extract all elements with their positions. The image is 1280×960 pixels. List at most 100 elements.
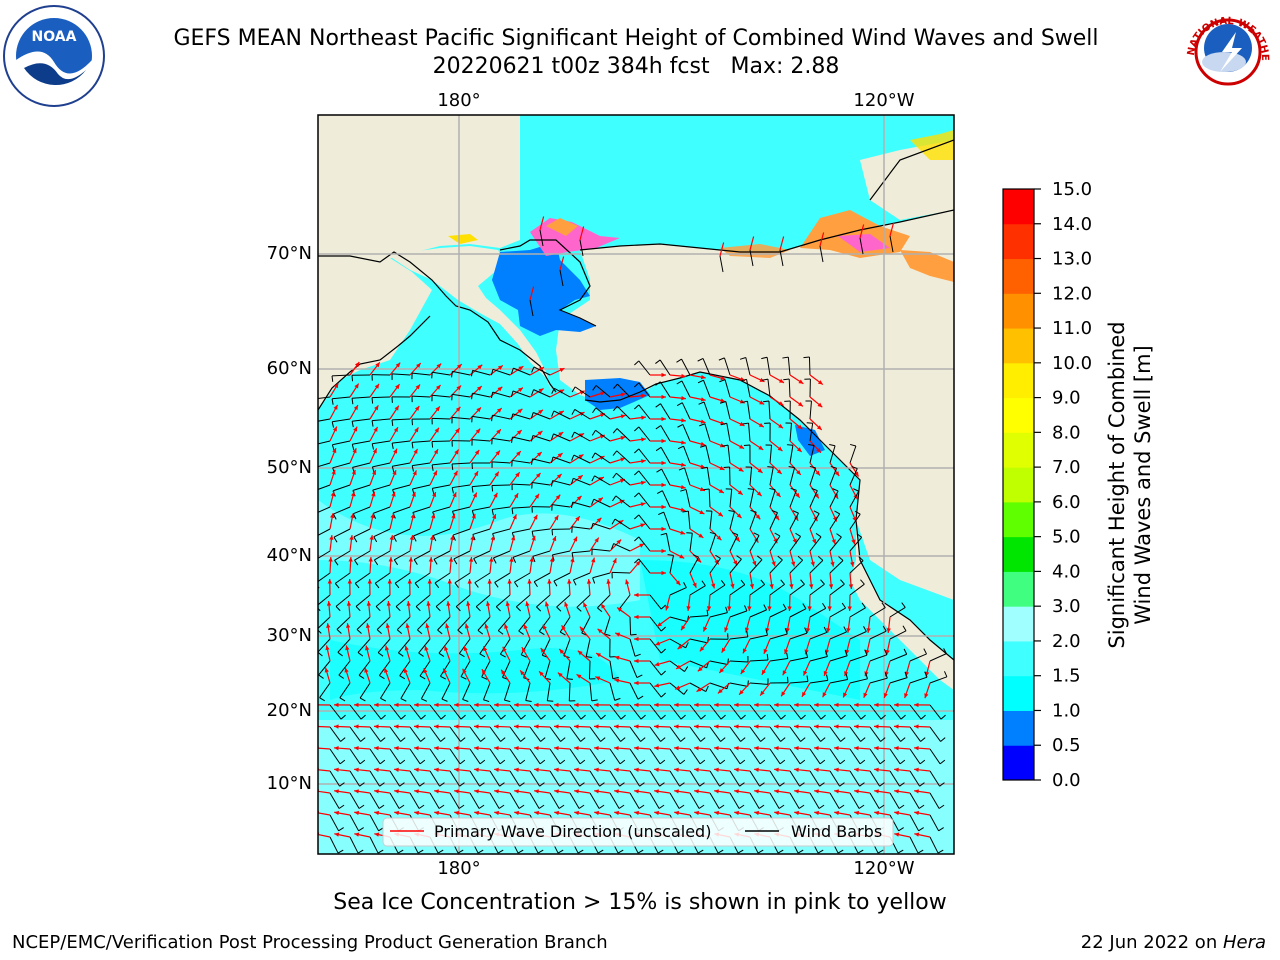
wind-barb-497 [329,770,341,787]
wind-barb-269 [556,594,571,608]
wind-barb-290 [437,616,451,631]
wave-arrowhead-221 [696,557,702,563]
wind-barb-65 [725,401,731,420]
wind-barb-flag-414 [540,714,546,720]
wind-barb-flag-595 [437,849,444,854]
wind-barb-462 [869,726,882,742]
wind-barb-flag-199 [792,510,799,514]
wave-arrowhead-284 [326,601,332,606]
wind-barb-flag-259 [355,606,361,612]
wind-barb-flag-244 [592,577,596,584]
wind-barb-flag-20 [312,399,313,405]
wind-barb-493 [869,748,881,765]
wave-arrowhead-560 [334,810,340,816]
wind-barb-87 [660,425,671,442]
wave-arrowhead-0 [354,361,360,367]
wind-barb-flag-489 [799,759,806,765]
wave-arrowhead-475 [494,745,499,751]
legend-box [382,817,894,847]
wind-barb-flag-42 [761,378,769,381]
wind-barb-arctic-4 [719,255,724,273]
wave-arrowhead-379 [443,668,448,674]
wind-barb-70 [318,440,331,445]
wave-arrowhead-433 [894,702,899,708]
wind-barb-205 [354,550,371,561]
wave-arrowhead-480 [594,745,599,751]
colorbar-tick-label-9: 7.0 [1052,457,1081,478]
wind-barb-flag-387 [614,697,621,701]
wave-arrowhead-548 [714,789,719,794]
wind-barb-59 [595,407,611,420]
wind-barb-flag-609 [717,849,724,854]
wind-barb-flag-282 [840,579,845,585]
wind-barb-8 [492,368,511,376]
wave-arrowhead-312 [886,628,891,633]
wind-barb-265 [475,594,491,608]
wind-barb-424 [729,704,742,720]
wave-arrowhead-515 [674,767,679,772]
wind-barb-85 [616,428,631,442]
wind-barb-flag-233 [374,582,380,589]
wind-barb-272 [618,594,631,610]
wave-arrowhead-319 [445,623,450,629]
wave-arrowhead-334 [742,648,747,654]
wind-barb-flag-208 [413,559,418,565]
wind-barb-401 [889,677,908,684]
wind-barb-184 [472,528,491,535]
wave-arrowhead-246 [661,570,666,576]
wave-arrowhead-553 [814,789,819,794]
wave-arrowhead-92 [777,446,783,452]
wave-arrowhead-252 [769,584,774,589]
wave-arrowhead-14 [720,375,726,381]
wave-arrowhead-196 [735,536,740,542]
colorbar-bin-12 [1003,328,1034,364]
wind-barb-flag-370 [903,648,908,655]
wave-arrowhead-359 [654,662,660,667]
wave-arrowhead-122 [331,469,336,475]
wave-arrowhead-447 [554,724,559,729]
wave-arrowhead-51 [455,406,461,412]
colorbar-bin-0 [1003,745,1034,781]
wind-barb-flag-311 [881,602,886,608]
wave-arrowhead-37 [681,396,686,401]
wind-barb-62 [660,403,671,420]
wave-arrowhead-112 [681,462,686,467]
wind-barb-flag-177 [333,536,338,543]
wind-barb-flag-159 [511,508,514,515]
wave-arrowhead-355 [577,650,583,656]
wind-barb-flag-316 [377,652,384,657]
wind-barb-flag-402 [924,671,928,678]
wind-barb-316 [377,638,391,653]
wave-arrowhead-227 [810,561,815,567]
wave-arrowhead-185 [512,514,517,520]
wind-barb-419 [629,704,642,720]
wind-barb-179 [373,528,391,538]
wind-barb-flag-368 [864,649,868,656]
wind-barb-flag-556 [898,804,905,809]
wave-arrowhead-406 [354,702,359,708]
wind-barb-261 [395,594,411,607]
colorbar-bin-8 [1003,467,1034,503]
wind-barb-flag-546 [698,804,705,809]
wave-arrowhead-236 [448,557,454,562]
wind-barb-313 [318,638,331,653]
wave-arrowhead-440 [414,724,419,729]
wave-arrowhead-491 [814,745,819,751]
wave-arrowhead-389 [634,680,639,686]
wave-arrowhead-551 [774,789,779,794]
wave-arrowhead-41 [759,400,765,405]
wind-barb-501 [409,770,421,787]
wave-arrowhead-393 [717,688,723,694]
wind-barb-flag-63 [676,402,683,407]
wind-barb-flag-497 [339,782,345,787]
wind-barb-flag-555 [878,804,885,809]
wind-barb-flag-459 [820,737,826,742]
colorbar-tick-label-1: 0.5 [1052,735,1081,756]
wave-arrowhead-405 [334,702,339,708]
wind-barb-flag-495 [919,759,926,765]
wind-barb-flag-382 [504,699,511,703]
wind-barb-553 [829,792,840,809]
wave-arrowhead-216 [594,537,599,543]
wave-arrowhead-66 [758,422,764,428]
wave-arrowhead-449 [594,724,599,729]
